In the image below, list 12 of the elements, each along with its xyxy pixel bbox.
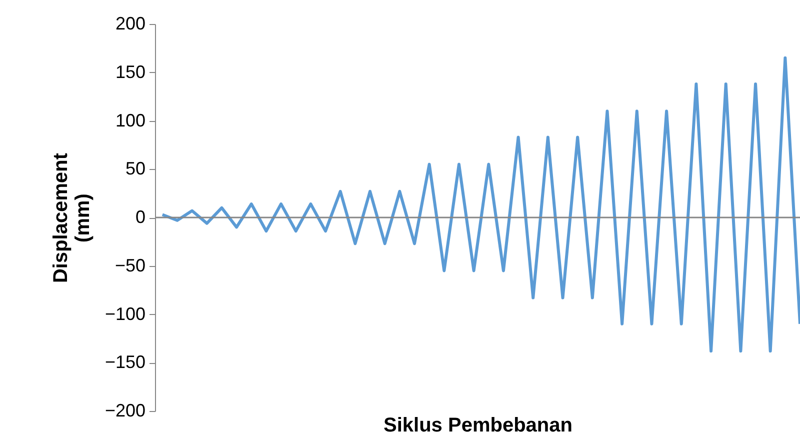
y-axis-title: Displacement (mm) xyxy=(50,152,94,284)
y-tick-label: −50 xyxy=(114,255,146,276)
y-tick-label: 0 xyxy=(135,207,146,227)
y-tick-label: −100 xyxy=(104,304,146,324)
y-tick-label: 100 xyxy=(115,110,146,130)
x-axis-title: Siklus Pembebanan xyxy=(384,414,572,436)
y-tick-label: −150 xyxy=(104,352,146,372)
y-tick-label: 150 xyxy=(115,62,146,82)
y-tick-label: 50 xyxy=(125,158,146,179)
y-tick-label: −200 xyxy=(104,400,146,420)
line-series xyxy=(160,56,800,353)
y-tick-label: 200 xyxy=(115,14,146,34)
